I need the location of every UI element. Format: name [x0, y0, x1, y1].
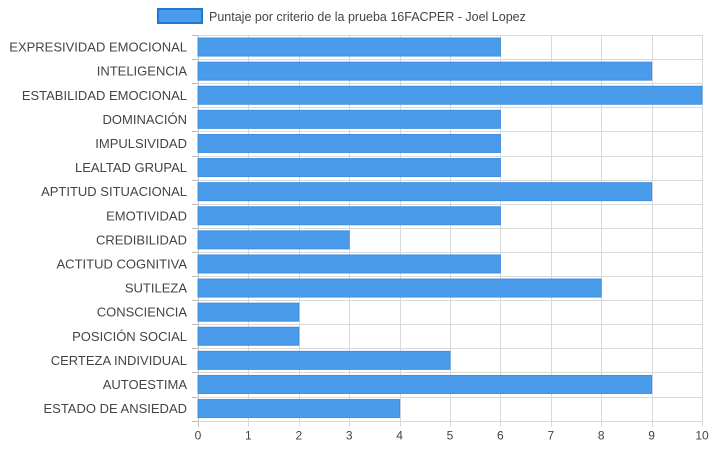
bar[interactable] — [197, 374, 653, 394]
bar[interactable] — [197, 326, 300, 346]
category-label: CREDIBILIDAD — [96, 232, 187, 247]
x-tick-label: 8 — [598, 429, 605, 443]
category-labels: EXPRESIVIDAD EMOCIONAL INTELIGENCIA ESTABI… — [9, 40, 188, 416]
category-label: SUTILEZA — [125, 281, 187, 296]
x-tick-label: 1 — [245, 429, 252, 443]
bar[interactable] — [197, 278, 602, 298]
category-label: ESTADO DE ANSIEDAD — [43, 401, 187, 416]
category-label: CERTEZA INDIVIDUAL — [51, 353, 187, 368]
bar[interactable] — [197, 158, 501, 178]
category-label: ESTABILIDAD EMOCIONAL — [22, 88, 187, 103]
x-tick-label: 3 — [346, 429, 353, 443]
category-label: LEALTAD GRUPAL — [75, 160, 187, 175]
category-label: IMPULSIVIDAD — [95, 136, 187, 151]
x-tick-label: 2 — [295, 429, 302, 443]
bar[interactable] — [197, 350, 451, 370]
category-label: EMOTIVIDAD — [106, 208, 187, 223]
bars — [197, 37, 703, 419]
x-tick-label: 5 — [447, 429, 454, 443]
legend-swatch[interactable] — [157, 8, 203, 24]
bar[interactable] — [197, 254, 501, 274]
bar[interactable] — [197, 302, 300, 322]
x-tick-label: 4 — [396, 429, 403, 443]
bar[interactable] — [197, 133, 501, 153]
x-axis-ticks: 0 1 2 3 4 5 6 7 8 9 10 — [195, 429, 709, 443]
bar[interactable] — [197, 182, 653, 202]
legend[interactable]: Puntaje por criterio de la prueba 16FACP… — [157, 8, 526, 24]
bar[interactable] — [197, 37, 501, 57]
category-label: POSICIÓN SOCIAL — [72, 329, 187, 344]
category-label: APTITUD SITUACIONAL — [41, 184, 187, 199]
bar[interactable] — [197, 206, 501, 226]
x-tick-label: 0 — [195, 429, 202, 443]
bar[interactable] — [197, 230, 350, 250]
category-label: CONSCIENCIA — [97, 305, 188, 320]
category-label: DOMINACIÓN — [103, 112, 188, 127]
bar[interactable] — [197, 109, 501, 129]
bar[interactable] — [197, 399, 401, 419]
x-tick-label: 10 — [695, 429, 709, 443]
x-tick-label: 7 — [547, 429, 554, 443]
x-tick-label: 6 — [497, 429, 504, 443]
x-tick-label: 9 — [648, 429, 655, 443]
bar[interactable] — [197, 85, 703, 105]
category-label: ACTITUD COGNITIVA — [57, 256, 188, 271]
bar[interactable] — [197, 61, 653, 81]
category-label: INTELIGENCIA — [97, 64, 188, 79]
category-label: AUTOESTIMA — [103, 377, 188, 392]
category-label: EXPRESIVIDAD EMOCIONAL — [9, 40, 187, 55]
legend-label[interactable]: Puntaje por criterio de la prueba 16FACP… — [209, 10, 526, 24]
